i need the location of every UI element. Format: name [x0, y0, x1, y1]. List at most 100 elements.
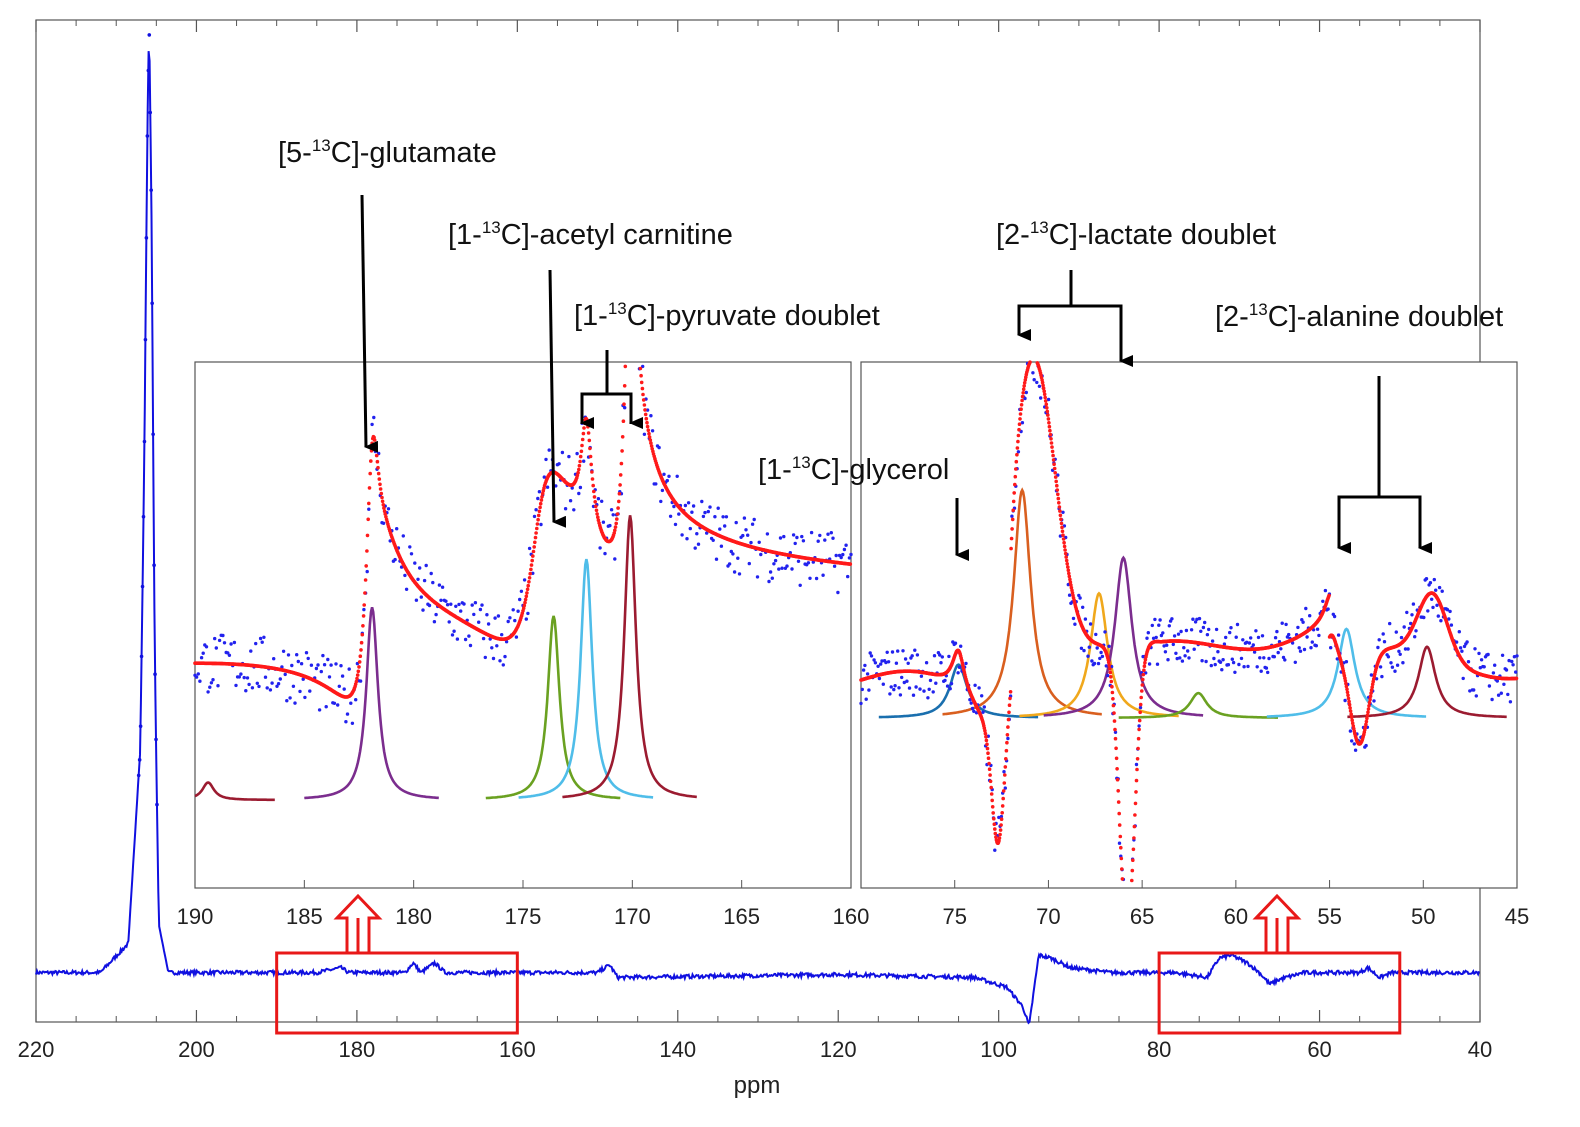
- data-point: [480, 603, 484, 607]
- data-point: [1195, 617, 1199, 621]
- fit-point: [1141, 672, 1146, 677]
- fit-point: [645, 420, 649, 425]
- data-point: [1155, 662, 1160, 666]
- data-point: [258, 636, 263, 641]
- data-point: [934, 681, 938, 685]
- fit-point: [1007, 710, 1011, 715]
- data-point: [519, 589, 524, 593]
- data-point: [1280, 621, 1284, 625]
- fit-point: [1018, 412, 1023, 416]
- data-point: [447, 620, 451, 624]
- data-point: [250, 686, 255, 690]
- data-point: [1184, 628, 1189, 633]
- data-point: [1300, 618, 1304, 622]
- data-point: [531, 571, 535, 575]
- inset-right-tick-labels: 75 70 65 60 55 50 45: [942, 904, 1529, 929]
- data-point: [770, 576, 774, 580]
- data-point: [416, 577, 420, 581]
- data-point: [440, 585, 445, 589]
- fit-point: [1114, 746, 1118, 751]
- data-point: [969, 701, 973, 705]
- main-spectrum-point: [150, 301, 154, 306]
- fit-point: [363, 591, 367, 595]
- data-point: [603, 551, 607, 556]
- fit-point: [378, 487, 383, 491]
- fit-point: [638, 366, 643, 371]
- data-point: [1507, 658, 1511, 663]
- fit-point: [1008, 696, 1012, 701]
- data-point: [452, 629, 456, 633]
- data-point: [1435, 603, 1439, 607]
- data-point: [1228, 630, 1232, 635]
- data-point: [1377, 638, 1381, 642]
- data-point: [732, 570, 737, 574]
- data-point: [1335, 657, 1340, 661]
- data-point: [567, 454, 571, 459]
- data-point: [968, 698, 972, 702]
- data-point: [877, 676, 882, 681]
- fit-point: [1017, 422, 1022, 427]
- fit-point: [521, 606, 526, 610]
- fit-point: [367, 486, 372, 490]
- data-point: [823, 538, 827, 542]
- fit-point: [592, 489, 596, 494]
- component-peak: [485, 615, 621, 800]
- data-point: [304, 651, 309, 655]
- data-point: [973, 683, 977, 687]
- inset-right-plot: [859, 360, 1519, 888]
- data-point: [1192, 647, 1196, 651]
- fit-point: [1366, 707, 1371, 711]
- data-point: [229, 642, 233, 646]
- data-point: [1172, 634, 1177, 638]
- data-point: [575, 451, 579, 456]
- data-point: [759, 552, 763, 557]
- fit-point: [533, 540, 537, 545]
- data-point: [1205, 633, 1210, 637]
- data-point: [1003, 786, 1007, 790]
- data-point: [879, 662, 883, 666]
- data-point: [506, 619, 510, 624]
- fit-point: [643, 408, 647, 412]
- label-pyruvate: [1-13C]-pyruvate doublet: [574, 299, 880, 332]
- data-point: [1369, 673, 1374, 677]
- fit-point: [1139, 695, 1143, 700]
- fit-point: [1014, 467, 1018, 471]
- fit-point: [1120, 877, 1125, 881]
- data-point: [1502, 682, 1506, 686]
- data-point: [1283, 658, 1287, 662]
- fit-point: [1115, 767, 1119, 771]
- fit-point: [1132, 824, 1137, 829]
- data-point: [736, 556, 740, 560]
- data-point: [524, 617, 528, 621]
- data-point: [1231, 660, 1236, 665]
- fit-point: [641, 398, 646, 402]
- data-point: [514, 635, 519, 639]
- data-point: [1224, 635, 1228, 640]
- fit-point: [355, 673, 360, 677]
- data-point: [485, 613, 489, 617]
- data-point: [1466, 660, 1471, 664]
- zoom-indicators: [275, 893, 1402, 1035]
- data-point: [818, 533, 822, 538]
- data-point: [1078, 596, 1082, 600]
- fit-point: [1010, 527, 1014, 531]
- component-peak: [194, 781, 275, 802]
- data-point: [831, 536, 835, 540]
- data-point: [1113, 730, 1118, 734]
- data-point: [194, 675, 199, 679]
- data-point: [1272, 655, 1277, 659]
- data-point: [393, 557, 397, 562]
- fit-point: [622, 402, 626, 407]
- fit-point: [1141, 677, 1145, 682]
- data-point: [342, 687, 346, 691]
- fit-point: [1068, 577, 1072, 582]
- data-point: [1264, 666, 1269, 670]
- fit-point: [1062, 544, 1067, 549]
- data-point: [811, 560, 815, 564]
- data-point: [800, 534, 804, 539]
- fit-point: [1028, 360, 1032, 365]
- data-point: [257, 684, 261, 689]
- fit-point: [1013, 474, 1018, 479]
- data-point: [1020, 421, 1025, 425]
- data-point: [667, 474, 671, 478]
